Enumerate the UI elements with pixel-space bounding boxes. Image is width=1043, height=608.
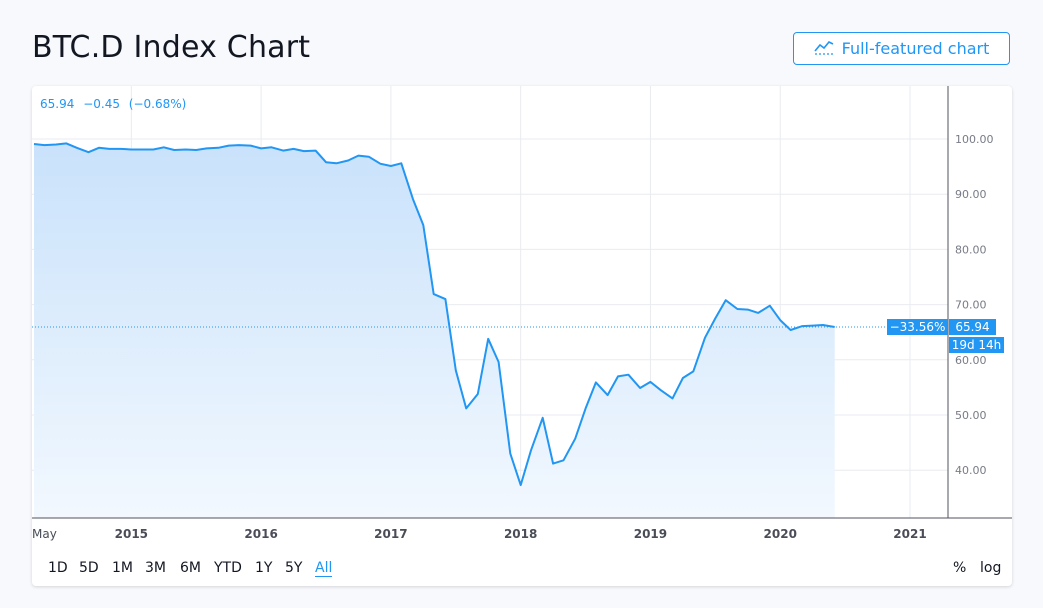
range-toolbar: 1D 5D 1M 3M 6M YTD 1Y 5Y All % log xyxy=(32,556,1012,586)
y-tick-label: 70.00 xyxy=(955,299,987,312)
range-ytd[interactable]: YTD xyxy=(214,560,242,576)
chart-area[interactable]: 40.00 50.00 60.00 70.00 80.00 90.00 100.00 May 2… xyxy=(32,86,1012,556)
y-tick-label: 50.00 xyxy=(955,409,987,422)
y-tick-label: 100.00 xyxy=(955,133,994,146)
last-price-label-bg xyxy=(949,319,996,336)
y-tick-label: 90.00 xyxy=(955,188,987,201)
range-1d[interactable]: 1D xyxy=(48,560,68,576)
x-tick-label: 2020 xyxy=(764,527,797,541)
range-6m[interactable]: 6M xyxy=(180,560,201,576)
y-tick-label: 80.00 xyxy=(955,243,987,256)
chart-legend: 65.94 −0.45 (−0.68%) xyxy=(40,97,191,111)
area-fill xyxy=(34,143,835,518)
range-1m[interactable]: 1M xyxy=(112,560,133,576)
x-tick-label: 2016 xyxy=(244,527,277,541)
x-tick-label: 2019 xyxy=(634,527,667,541)
x-tick-label: 2017 xyxy=(374,527,407,541)
full-featured-chart-label: Full-featured chart xyxy=(841,39,990,58)
x-tick-label: 2021 xyxy=(893,527,926,541)
range-5y[interactable]: 5Y xyxy=(285,560,303,576)
legend-last: 65.94 xyxy=(40,97,75,111)
countdown-label: 19d 14h xyxy=(952,338,1002,352)
x-tick-label: 2018 xyxy=(504,527,537,541)
percent-scale-toggle[interactable]: % xyxy=(953,560,967,576)
range-5d[interactable]: 5D xyxy=(79,560,99,576)
chart-card: 40.00 50.00 60.00 70.00 80.00 90.00 100.00 May 2… xyxy=(32,86,1012,586)
range-3m[interactable]: 3M xyxy=(145,560,166,576)
pct-change-label-bg xyxy=(887,319,948,336)
x-tick-label: May xyxy=(32,527,57,541)
log-scale-toggle[interactable]: log xyxy=(980,560,1002,576)
full-featured-chart-button[interactable]: Full-featured chart xyxy=(793,32,1010,65)
x-tick-label: 2015 xyxy=(115,527,148,541)
range-all[interactable]: All xyxy=(315,560,333,577)
page-title: BTC.D Index Chart xyxy=(32,30,311,65)
legend-change-pct: (−0.68%) xyxy=(128,97,187,111)
legend-change: −0.45 xyxy=(83,97,120,111)
pct-change-label: −33.56% xyxy=(890,320,946,334)
y-tick-label: 60.00 xyxy=(955,354,987,367)
y-tick-label: 40.00 xyxy=(955,464,987,477)
range-1y[interactable]: 1Y xyxy=(255,560,273,576)
series-line xyxy=(33,142,835,487)
chart-icon xyxy=(814,39,834,59)
countdown-label-bg xyxy=(949,337,1004,354)
last-price-label: 65.94 xyxy=(955,320,989,334)
